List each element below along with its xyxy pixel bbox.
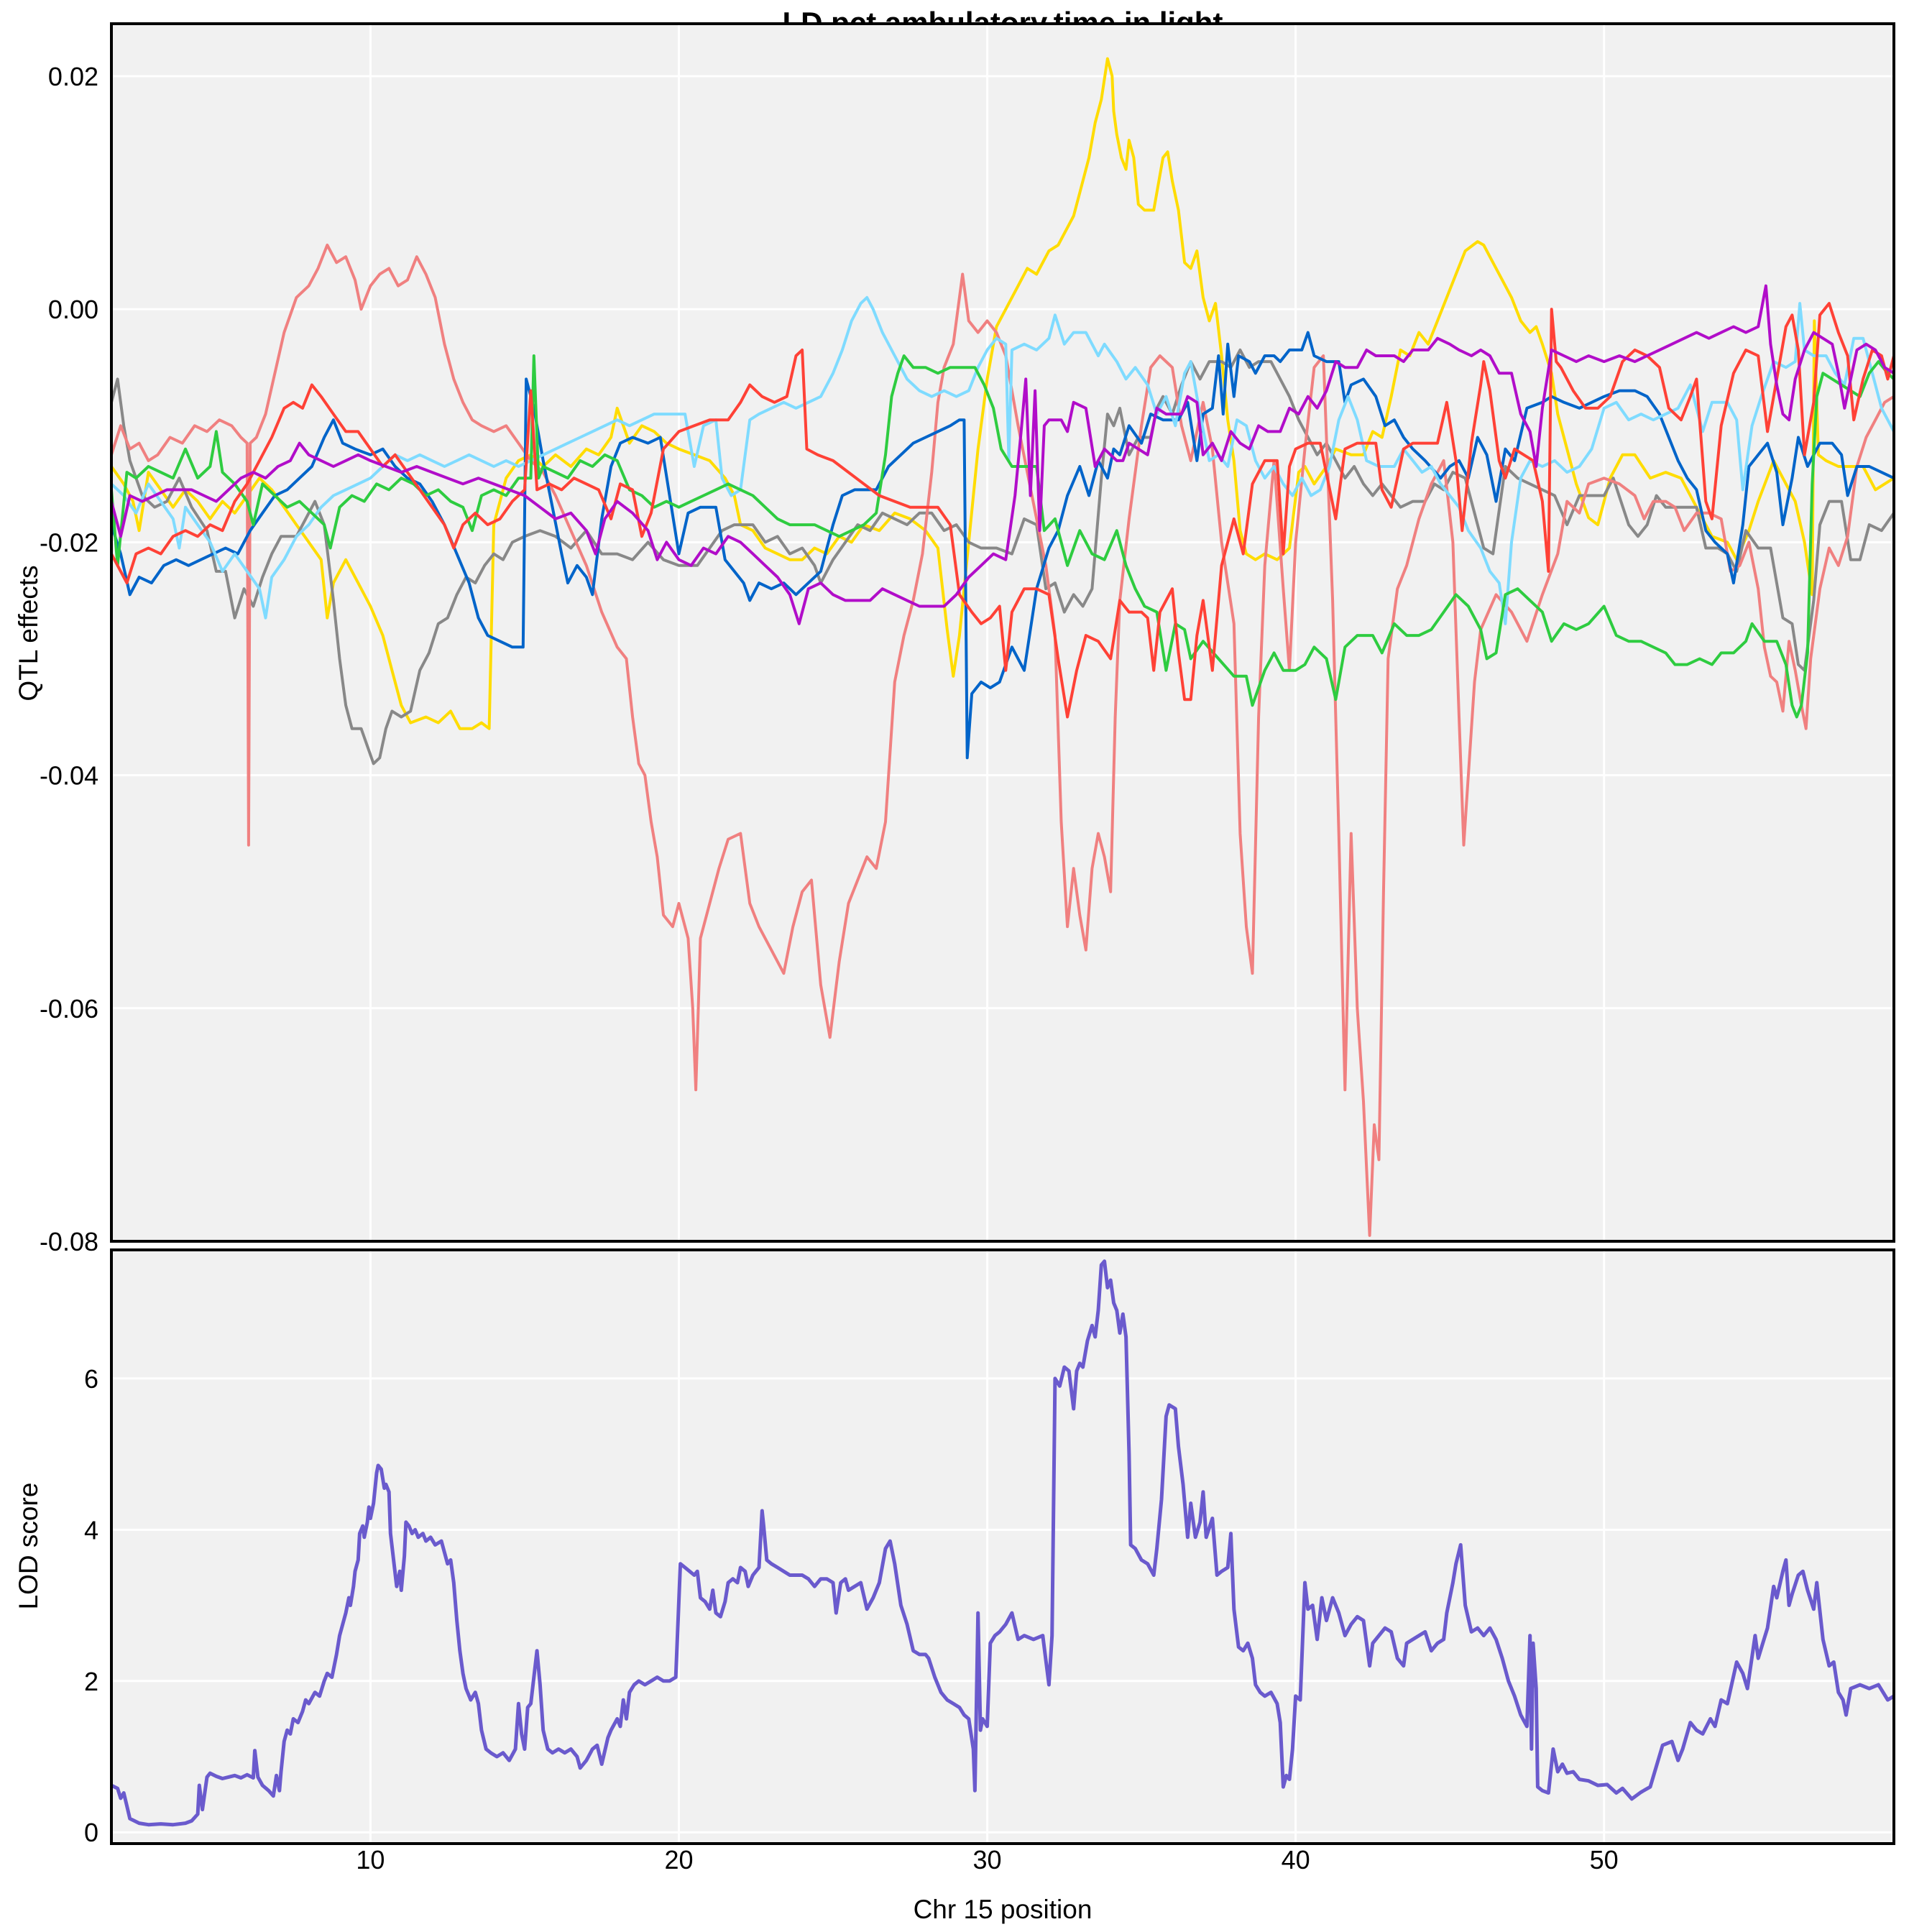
ytick-label: -0.08 — [40, 1227, 98, 1256]
xtick-label: 10 — [356, 1845, 385, 1874]
xtick-label: 50 — [1590, 1845, 1619, 1874]
series-line-lod-score — [111, 1259, 1894, 1827]
panel-0-series — [111, 57, 1894, 1237]
panel-1-series — [111, 1259, 1894, 1827]
ytick-label: 6 — [84, 1364, 98, 1394]
xtick-label: 20 — [664, 1845, 693, 1874]
xtick-label: 30 — [973, 1845, 1002, 1874]
panel-1-gridlines — [111, 1250, 1894, 1844]
ytick-label: 2 — [84, 1667, 98, 1696]
series-line-light-blue — [111, 295, 1894, 625]
series-line-yellow — [111, 57, 1894, 730]
ytick-label: 0 — [84, 1818, 98, 1847]
panel-1-background — [111, 1250, 1894, 1844]
ytick-label: -0.06 — [40, 994, 98, 1024]
ytick-label: 0.00 — [48, 295, 98, 324]
xtick-label: 40 — [1282, 1845, 1310, 1874]
panel-1-ytick-labels: 0 2 4 6 — [84, 1364, 98, 1847]
series-line-salmon — [111, 244, 1894, 1237]
ytick-label: 0.02 — [48, 62, 98, 91]
panel-0-border — [110, 22, 1895, 1243]
series-line-gray — [111, 348, 1894, 765]
ytick-label: 4 — [84, 1515, 98, 1545]
xtick-labels: 10 20 30 40 50 — [356, 1845, 1618, 1874]
series-line-red — [111, 302, 1894, 719]
series-line-green — [111, 354, 1894, 719]
ytick-label: -0.04 — [40, 761, 98, 791]
ytick-label: -0.02 — [40, 528, 98, 557]
panel-0-ytick-labels: 0.02 0.00 -0.02 -0.04 -0.06 -0.08 — [40, 62, 98, 1256]
x-axis-label-chr15-position: Chr 15 position — [913, 1895, 1092, 1924]
series-line-purple — [111, 284, 1894, 625]
panel-1-border — [110, 1248, 1895, 1845]
